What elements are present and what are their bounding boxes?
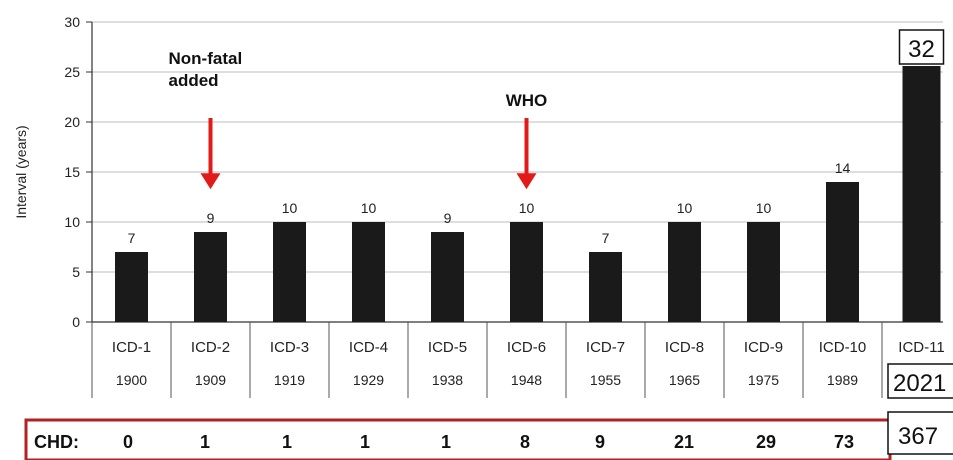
- value-label: 7: [602, 230, 610, 246]
- data-labels: 7 9 10 10 9 10 7 10 10 14 32: [128, 29, 945, 246]
- value-label: 7: [128, 230, 136, 246]
- chd-value: 367: [898, 423, 938, 450]
- category-label: ICD-1: [112, 339, 151, 356]
- value-label: 10: [361, 200, 377, 216]
- gridlines: [92, 21, 943, 273]
- category-label: ICD-9: [744, 339, 783, 356]
- chd-value-box: [887, 411, 953, 455]
- bar-ICD-1: [115, 252, 148, 322]
- bar-ICD-4: [352, 222, 385, 322]
- bar-ICD-2: [194, 232, 227, 322]
- chd-value: 73: [834, 432, 854, 452]
- year-label: 2021: [893, 370, 946, 397]
- y-axis-title: Interval (years): [13, 125, 29, 218]
- year-label: 1919: [274, 372, 305, 388]
- value-label: 10: [677, 200, 693, 216]
- chd-row: CHD: 0 1 1 1 1 8 9 21 29 73 367: [24, 411, 953, 460]
- annotations: Non-fatal added WHO: [169, 49, 548, 190]
- value-label: 9: [444, 210, 452, 226]
- category-label: ICD-11: [898, 339, 944, 356]
- year-label: 1929: [353, 372, 384, 388]
- chd-value: 1: [200, 432, 210, 452]
- bar-ICD-3: [273, 222, 306, 322]
- category-label: ICD-4: [349, 339, 388, 356]
- year-label-box: [887, 363, 953, 399]
- year-label: 1975: [748, 372, 779, 388]
- bars: [115, 66, 941, 322]
- category-label: ICD-3: [270, 339, 309, 356]
- year-label: 1955: [590, 372, 621, 388]
- bar-ICD-7: [589, 252, 622, 322]
- year-label: 1948: [511, 372, 542, 388]
- chd-value: 1: [360, 432, 370, 452]
- year-label: 1900: [116, 372, 147, 388]
- value-label: 10: [282, 200, 298, 216]
- chd-value: 9: [595, 432, 605, 452]
- chd-value: 8: [520, 432, 530, 452]
- value-label: 10: [756, 200, 772, 216]
- y-tick-label: 20: [64, 114, 80, 130]
- value-label: 9: [207, 210, 215, 226]
- value-label-box: [898, 29, 945, 65]
- chd-value: 1: [282, 432, 292, 452]
- y-tick-label: 10: [64, 214, 80, 230]
- year-label: 1909: [195, 372, 226, 388]
- category-label: ICD-8: [665, 339, 704, 356]
- bar-ICD-8: [668, 222, 701, 322]
- bar-ICD-11: [902, 66, 941, 322]
- bar-ICD-9: [747, 222, 780, 322]
- x-axis-table: ICD-1 1900 ICD-2 1909 ICD-3 1919 ICD-4 1929 ICD-…: [91, 322, 953, 399]
- bar-ICD-6: [510, 222, 543, 322]
- value-label: 10: [519, 200, 535, 216]
- year-label: 1965: [669, 372, 700, 388]
- chd-value: 29: [756, 432, 776, 452]
- category-label: ICD-5: [428, 339, 467, 356]
- annotation-text: Non-fatal: [169, 49, 243, 68]
- chd-value: 1: [441, 432, 451, 452]
- category-label: ICD-6: [507, 339, 546, 356]
- bar-ICD-10: [826, 182, 859, 322]
- year-label: 1938: [432, 372, 463, 388]
- y-tick-label: 5: [72, 264, 80, 280]
- chd-label: CHD:: [34, 432, 79, 452]
- axes: 0 5 10 15 20 25 30 Interval (years): [13, 14, 943, 330]
- category-label: ICD-2: [191, 339, 230, 356]
- value-label: 32: [908, 36, 935, 63]
- annotation-text: added: [169, 71, 219, 90]
- bar-ICD-5: [431, 232, 464, 322]
- y-tick-label: 15: [64, 164, 80, 180]
- category-label: ICD-7: [586, 339, 625, 356]
- value-label: 14: [835, 160, 851, 176]
- annotation-text: WHO: [506, 91, 548, 110]
- category-label: ICD-10: [819, 339, 867, 356]
- y-tick-label: 25: [64, 64, 80, 80]
- y-tick-label: 0: [72, 314, 80, 330]
- year-label: 1989: [827, 372, 858, 388]
- chd-value: 21: [674, 432, 694, 452]
- chd-value: 0: [123, 432, 133, 452]
- y-tick-label: 30: [64, 14, 80, 30]
